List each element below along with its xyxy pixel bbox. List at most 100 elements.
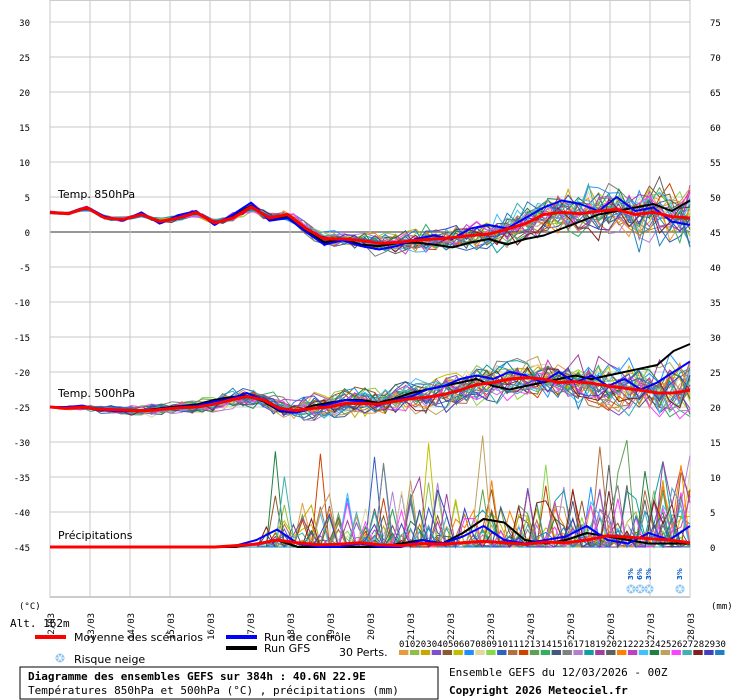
pert-swatch: [562, 650, 572, 655]
x-tick-label: 21/03: [407, 613, 417, 640]
altitude-label: Alt. 162m: [10, 617, 70, 630]
perturbation-legend: 01 02 03 04 05 06 07 08 09 10 11 12 13 14 15 16 17 18 19 20…: [399, 640, 726, 655]
legend-snow-icon: [55, 653, 65, 663]
series-t500-line: [49, 376, 691, 412]
y-right-tick-label: 10: [710, 474, 721, 484]
pert-swatch: [682, 650, 692, 655]
y-left-tick-label: -15: [14, 334, 30, 344]
y-left-tick-label: 0: [25, 229, 30, 239]
y-left-tick-label: -25: [14, 404, 30, 414]
y-right-tick-label: 65: [710, 89, 721, 99]
footer-subtitle: Températures 850hPa et 500hPa (°C) , pré…: [28, 684, 399, 697]
pert-number: 19: [595, 640, 606, 650]
x-tick-label: 18/03: [287, 613, 297, 640]
y-right-tick-label: 35: [710, 299, 721, 309]
snow-risk-pct: 6%: [636, 568, 644, 580]
perts-label: 30 Perts.: [339, 646, 388, 659]
left-unit: (°C): [19, 602, 41, 612]
y-left-tick-label: -45: [14, 544, 30, 554]
pert-number: 13: [530, 640, 541, 650]
pert-number: 25: [661, 640, 672, 650]
legend-snow-label: Risque neige: [74, 653, 145, 666]
pert-swatch: [660, 650, 670, 655]
x-tick-label: 16/03: [207, 613, 217, 640]
pert-number: 28: [693, 640, 704, 650]
pert-number: 12: [519, 640, 530, 650]
x-tick-label: 28/03: [687, 613, 697, 640]
x-tick-label: 17/03: [247, 613, 257, 640]
x-axis-labels: 12/03 13/03 14/03 15/03 16/03 17/03 18/03 19/03…: [47, 613, 697, 640]
pert-number: 29: [704, 640, 715, 650]
footer-copyright: Copyright 2026 Meteociel.fr: [449, 684, 628, 697]
x-tick-label: 22/03: [447, 613, 457, 640]
pert-number: 21: [617, 640, 628, 650]
snow-risk-icons: 3% 6% 3% 3%: [626, 568, 685, 594]
y-left-tick-label: -30: [14, 439, 30, 449]
pert-number: 18: [584, 640, 595, 650]
pert-number: 07: [464, 640, 475, 650]
pert-swatch: [627, 650, 638, 655]
pert-number: 16: [563, 640, 574, 650]
series-t850-line: [49, 205, 691, 245]
x-tick-label: 13/03: [87, 613, 97, 640]
y-right-tick-label: 50: [710, 194, 721, 204]
snow-risk-pct: 3%: [676, 568, 684, 580]
pert-number: 04: [432, 640, 443, 650]
x-tick-label: 14/03: [127, 613, 137, 640]
x-tick-label: 27/03: [647, 613, 657, 640]
y-left-tick-label: 15: [19, 124, 30, 134]
y-left-tick-label: 25: [19, 54, 30, 64]
y-right-tick-label: 55: [710, 159, 721, 169]
y-left-tick-label: 20: [19, 89, 30, 99]
snow-icon-stroke: [646, 585, 652, 593]
pert-swatch: [649, 650, 660, 655]
pert-number: 22: [628, 640, 639, 650]
snow-icon: [675, 584, 685, 594]
pert-swatch: [420, 650, 431, 655]
y-right-tick-label: 70: [710, 54, 721, 64]
pert-number: 10: [497, 640, 508, 650]
x-tick-label: 23/03: [487, 613, 497, 640]
pert-swatch: [464, 650, 474, 655]
pert-swatch: [606, 650, 616, 655]
pert-number: 05: [443, 640, 454, 650]
pert-swatch: [573, 650, 583, 655]
pert-swatch: [693, 650, 703, 655]
pert-swatch: [475, 650, 485, 655]
pert-t500-line: [49, 361, 691, 419]
y-left-tick-label: -5: [19, 264, 30, 274]
pert-number: 17: [573, 640, 584, 650]
pert-number: 01: [399, 640, 410, 650]
x-tick-label: 26/03: [607, 613, 617, 640]
pert-number: 02: [410, 640, 421, 650]
pert-number: 24: [650, 640, 661, 650]
snow-risk-pct: 3%: [627, 568, 635, 580]
pert-swatch: [704, 650, 714, 655]
precip-label: Précipitations: [58, 529, 133, 542]
pert-number: 20: [606, 640, 617, 650]
series-precip-line: [50, 534, 691, 549]
y-right-tick-label: 45: [710, 229, 721, 239]
pert-number: 27: [682, 640, 693, 650]
y-right-tick-label: 5: [710, 509, 715, 519]
y-left-tick-label: -40: [14, 509, 30, 519]
y-right-tick-label: 15: [710, 439, 721, 449]
pert-swatch: [551, 650, 561, 655]
snow-icon: [644, 584, 654, 594]
snow-icon-stroke: [628, 585, 634, 593]
y-left-tick-label: -35: [14, 474, 30, 484]
snow-icon: [635, 584, 645, 594]
pert-swatch: [409, 650, 420, 655]
pert-number: 08: [475, 640, 486, 650]
pert-number: 14: [541, 640, 552, 650]
snow-icon: [626, 584, 636, 594]
pert-swatch: [442, 650, 452, 655]
pert-swatch: [453, 650, 463, 655]
pert-number: 23: [639, 640, 650, 650]
y-right-tick-label: 30: [710, 334, 721, 344]
pert-swatch: [431, 650, 442, 655]
y-left-tick-label: 30: [19, 19, 30, 29]
pert-swatch: [529, 650, 540, 655]
legend-gfs-label: Run GFS: [264, 642, 310, 655]
